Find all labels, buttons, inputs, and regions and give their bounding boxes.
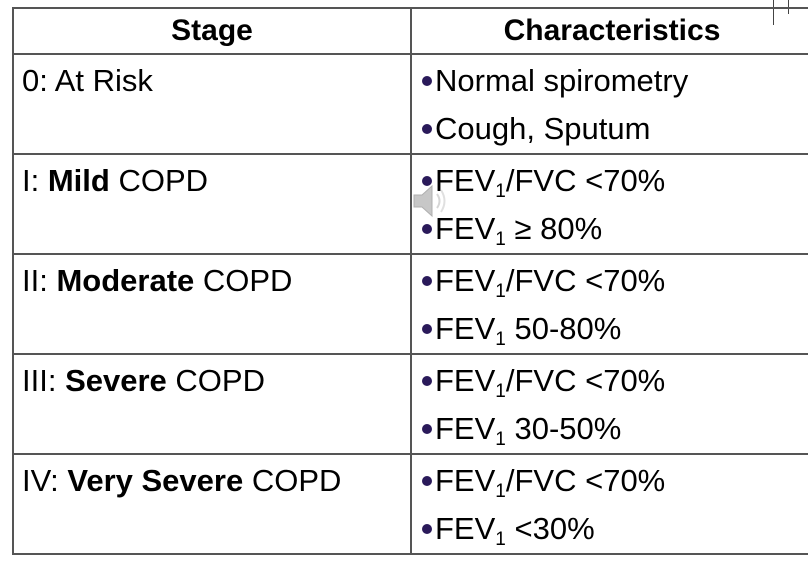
stage-cell: IV: Very Severe COPD bbox=[12, 453, 412, 555]
table-row: II: Moderate COPD FEV1/FVC <70% FEV1 50-… bbox=[12, 253, 808, 355]
list-item: FEV1/FVC <70% bbox=[422, 457, 808, 505]
table-header-row: Stage Characteristics bbox=[12, 7, 808, 55]
stage-bold: Very Severe bbox=[67, 463, 244, 498]
characteristics-cell: FEV1/FVC <70% FEV1 30-50% bbox=[410, 353, 808, 455]
stage-prefix: I: bbox=[22, 163, 48, 198]
bullet-icon bbox=[422, 475, 432, 486]
item-text: FEV bbox=[435, 463, 496, 498]
bullet-icon bbox=[422, 323, 432, 334]
item-text: FEV bbox=[435, 311, 496, 346]
item-text-suffix: ≥ 80% bbox=[505, 211, 603, 246]
item-subscript: 1 bbox=[495, 529, 506, 550]
item-subscript: 1 bbox=[495, 329, 506, 350]
item-text: FEV bbox=[435, 511, 496, 546]
stage-suffix: COPD bbox=[109, 163, 209, 198]
list-item: FEV1 50-80% bbox=[422, 305, 808, 353]
stage-suffix: COPD bbox=[243, 463, 342, 498]
stage-prefix: 0: At Risk bbox=[22, 63, 153, 98]
table-row: 0: At Risk Normal spirometry Cough, Sput… bbox=[12, 53, 808, 155]
stage-cell: 0: At Risk bbox=[12, 53, 412, 155]
item-text-suffix: /FVC <70% bbox=[505, 263, 666, 298]
bullet-icon bbox=[422, 175, 432, 186]
list-item: Cough, Sputum bbox=[422, 105, 808, 153]
item-subscript: 1 bbox=[495, 381, 506, 402]
list-item: FEV1 <30% bbox=[422, 505, 808, 553]
stage-bold: Mild bbox=[47, 163, 110, 198]
item-text: Normal spirometry bbox=[435, 63, 689, 98]
list-item: FEV1/FVC <70% bbox=[422, 357, 808, 405]
bullet-icon bbox=[422, 275, 432, 286]
item-text-suffix: /FVC <70% bbox=[505, 163, 666, 198]
stage-suffix: COPD bbox=[166, 363, 265, 398]
stage-prefix: III: bbox=[22, 363, 66, 398]
header-characteristics: Characteristics bbox=[410, 7, 808, 55]
table-row: IV: Very Severe COPD FEV1/FVC <70% FEV1 … bbox=[12, 453, 808, 555]
item-text-suffix: <30% bbox=[505, 511, 595, 546]
item-text-suffix: 30-50% bbox=[505, 411, 622, 446]
item-text: FEV bbox=[435, 363, 496, 398]
item-text: Cough, Sputum bbox=[435, 111, 651, 146]
item-text: FEV bbox=[435, 163, 496, 198]
stage-suffix: COPD bbox=[194, 263, 293, 298]
item-text: FEV bbox=[435, 263, 496, 298]
stage-bold: Severe bbox=[65, 363, 167, 398]
table-row: III: Severe COPD FEV1/FVC <70% FEV1 30-5… bbox=[12, 353, 808, 455]
characteristics-cell: FEV1/FVC <70% FEV1 <30% bbox=[410, 453, 808, 555]
list-item: FEV1/FVC <70% bbox=[422, 257, 808, 305]
list-item: Normal spirometry bbox=[422, 57, 808, 105]
bullet-icon bbox=[422, 423, 432, 434]
bullet-icon bbox=[422, 223, 432, 234]
slide-corner-mark-secondary bbox=[788, 0, 789, 14]
header-stage: Stage bbox=[12, 7, 412, 55]
copd-stages-table: Stage Characteristics 0: At Risk Normal … bbox=[12, 7, 808, 555]
item-text-suffix: 50-80% bbox=[505, 311, 622, 346]
stage-bold: Moderate bbox=[56, 263, 195, 298]
item-subscript: 1 bbox=[495, 481, 506, 502]
stage-cell: II: Moderate COPD bbox=[12, 253, 412, 355]
list-item: FEV1 30-50% bbox=[422, 405, 808, 453]
item-subscript: 1 bbox=[495, 429, 506, 450]
item-text: FEV bbox=[435, 411, 496, 446]
speaker-icon[interactable] bbox=[410, 182, 450, 220]
item-subscript: 1 bbox=[495, 229, 506, 250]
stage-cell: III: Severe COPD bbox=[12, 353, 412, 455]
stage-prefix: II: bbox=[22, 263, 57, 298]
list-item: FEV1 ≥ 80% bbox=[422, 205, 808, 253]
characteristics-cell: FEV1/FVC <70% FEV1 ≥ 80% bbox=[410, 153, 808, 255]
item-text-suffix: /FVC <70% bbox=[505, 463, 666, 498]
characteristics-cell: Normal spirometry Cough, Sputum bbox=[410, 53, 808, 155]
table-row: I: Mild COPD FEV1/FVC <70% FEV1 ≥ 80% bbox=[12, 153, 808, 255]
item-text-suffix: /FVC <70% bbox=[505, 363, 666, 398]
stage-prefix: IV: bbox=[22, 463, 68, 498]
characteristics-cell: FEV1/FVC <70% FEV1 50-80% bbox=[410, 253, 808, 355]
bullet-icon bbox=[422, 375, 432, 386]
list-item: FEV1/FVC <70% bbox=[422, 157, 808, 205]
item-text: FEV bbox=[435, 211, 496, 246]
bullet-icon bbox=[422, 123, 432, 134]
bullet-icon bbox=[422, 523, 432, 534]
item-subscript: 1 bbox=[495, 181, 506, 202]
item-subscript: 1 bbox=[495, 281, 506, 302]
stage-cell: I: Mild COPD bbox=[12, 153, 412, 255]
bullet-icon bbox=[422, 75, 432, 86]
